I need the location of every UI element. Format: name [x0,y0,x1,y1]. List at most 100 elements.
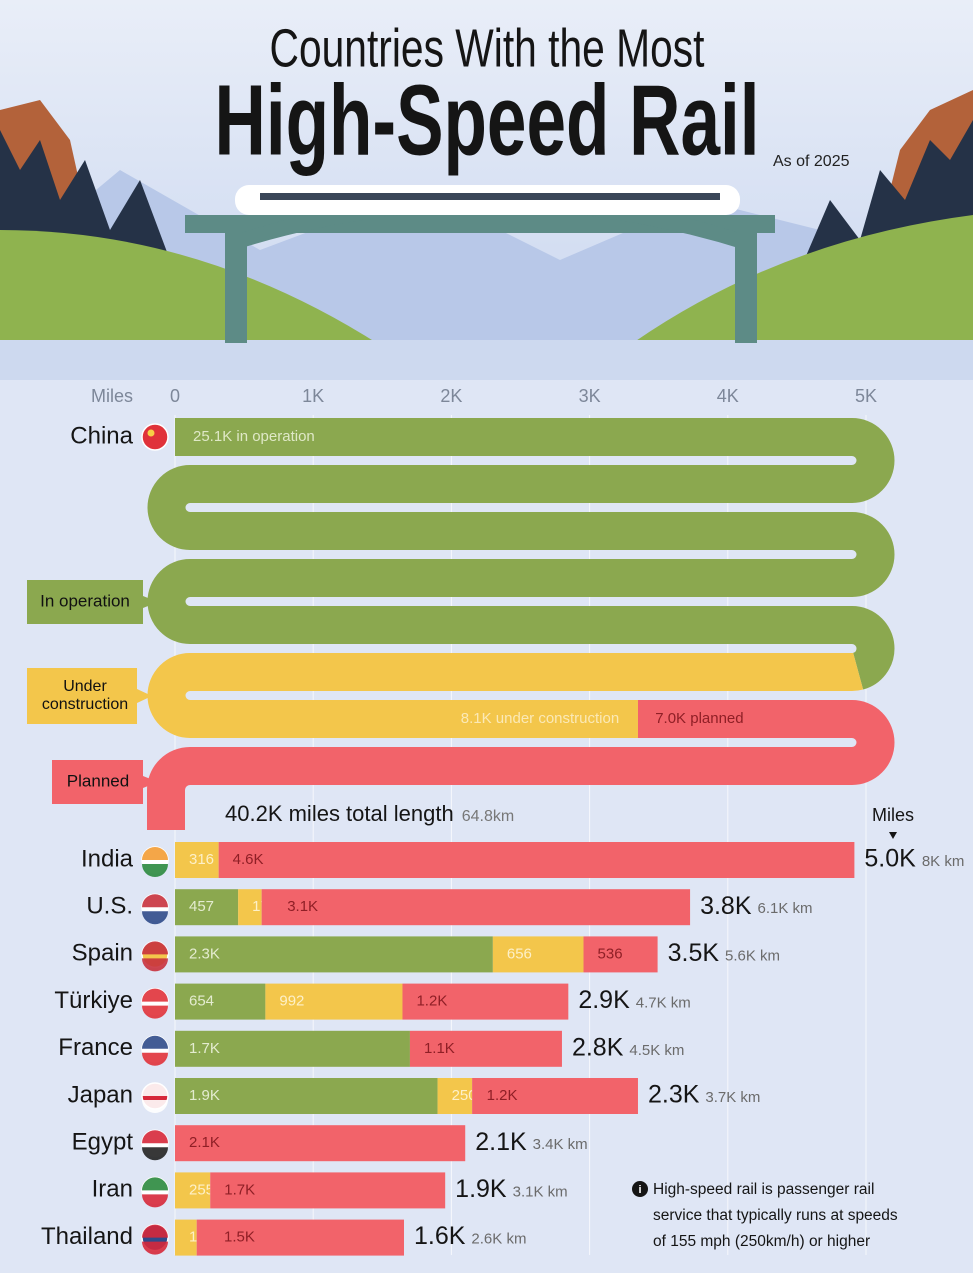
x-tick-label: 4K [717,386,739,406]
category-label: Japan [68,1081,133,1108]
total-label: 2.3K [648,1081,700,1109]
category-label: Türkiye [54,987,133,1014]
date-note: As of 2025 [773,153,850,170]
segment-label: 1.7K [189,1040,220,1057]
segment-label: 2.3K [189,945,220,962]
segment-label: 1.7K [224,1181,255,1198]
china-total-km: 64.8km [462,808,514,825]
bar-segment [196,1219,404,1256]
total-km-label: 3.4K km [533,1136,588,1153]
bar-segment [175,936,493,973]
flag [142,958,168,972]
segment-label: 656 [507,945,532,962]
bar-segment [492,936,584,973]
bar-segment [583,936,658,973]
flag [142,864,168,877]
x-tick-label: 3K [579,386,601,406]
flag [147,429,155,437]
flag [142,1035,168,1049]
total-km-label: 3.1K km [513,1183,568,1200]
info-icon-i: i [638,1184,641,1196]
category-label: Egypt [72,1129,134,1156]
total-km-label: 4.5K km [629,1042,684,1059]
totals-header: Miles [872,805,914,825]
total-km-label: 4.7K km [636,995,691,1012]
legend: In operation Under construction Planned [27,580,158,804]
flag [142,1100,168,1113]
legend-label: Planned [67,771,129,790]
category-label: Thailand [41,1223,133,1250]
bar-segment [261,889,691,926]
flag [142,1130,168,1144]
segment-label: 457 [189,898,214,915]
x-tick-label: 5K [855,386,877,406]
x-tick-label: 0 [170,386,180,406]
segment-label: 25.1K in operation [193,428,315,445]
title-line-2: High-Speed Rail [215,64,760,176]
bar-segment [175,889,239,926]
flag [142,1147,168,1161]
total-label: 5.0K [864,845,916,873]
bar-segment [218,842,855,878]
total-km-label: 8K km [922,853,965,870]
note-line: of 155 mph (250km/h) or higher [653,1233,870,1250]
segment-label: 992 [279,993,304,1010]
bar-segment [265,983,403,1020]
segment-label: 255 [189,1181,214,1198]
total-km-label: 5.6K km [725,947,780,964]
flag [142,894,168,908]
bar-segment [175,1030,410,1067]
flag [142,1177,168,1191]
x-tick-label: 2K [440,386,462,406]
bar-segment [175,983,266,1020]
note-line: High-speed rail is passenger rail [653,1181,874,1198]
x-tick-label: 1K [302,386,324,406]
china-segment [147,418,895,830]
segment-label: 316 [189,851,214,868]
bar-segment [210,1172,446,1209]
category-label: China [70,422,133,449]
total-label: 2.1K [475,1128,527,1156]
category-label: U.S. [86,893,133,920]
legend-label: Under construction [42,678,128,713]
flag [141,423,169,451]
flag [142,1052,168,1066]
flag [142,847,168,860]
flag [142,1241,168,1255]
title-line-1: Countries With the Most [270,18,705,78]
total-label: 3.8K [700,892,752,920]
flag [142,1224,168,1238]
total-label: 2.9K [578,986,630,1014]
category-label: Iran [92,1176,133,1203]
total-label: 1.9K [455,1175,507,1203]
bar-segment [238,889,262,926]
flag [142,988,168,1002]
segment-label: 2.1K [189,1134,220,1151]
legend-label: In operation [40,591,130,610]
segment-label: 1.1K [424,1040,455,1057]
totals-arrow [889,832,897,839]
total-km-label: 6.1K km [758,900,813,917]
segment-label: 8.1K under construction [461,710,619,727]
flag [142,1005,168,1019]
info-icon [632,1181,648,1197]
total-km-label: 3.7K km [705,1089,760,1106]
total-label: 1.6K [414,1222,466,1250]
bar-segment [409,1030,562,1067]
bar-segment [175,1125,466,1162]
flag [142,911,168,925]
segment-label: 536 [598,945,623,962]
segment-label: 1.9K [189,1087,220,1104]
total-label: 3.5K [668,939,720,967]
bar-segment [175,1172,211,1209]
bar-segment [175,842,219,878]
flag [142,1083,168,1096]
flag [142,1194,168,1208]
total-km-label: 2.6K km [471,1231,526,1248]
segment-label: 1.2K [416,993,447,1010]
segment-label: 250 [452,1087,477,1104]
category-label: France [58,1034,133,1061]
segment-label: 1.5K [224,1229,255,1246]
china-segment [147,418,895,830]
